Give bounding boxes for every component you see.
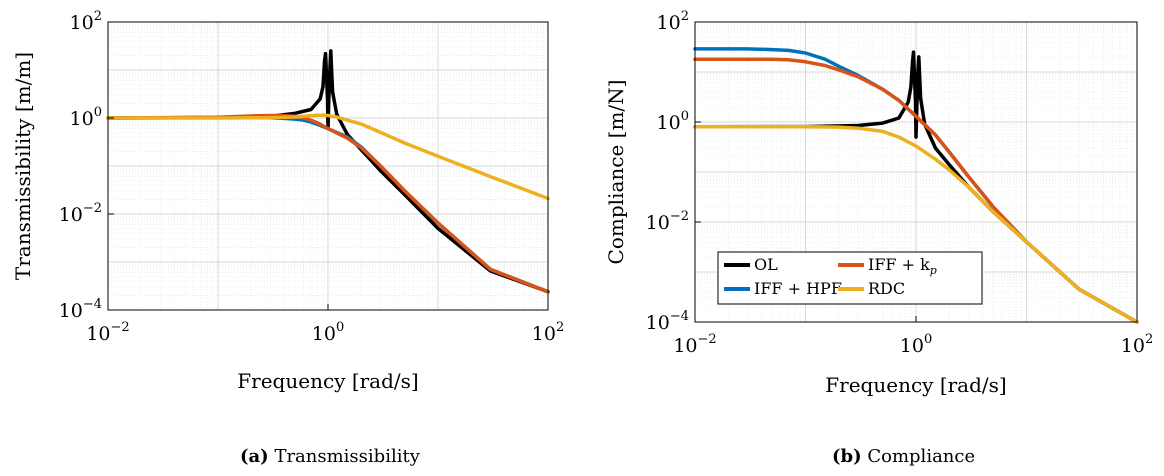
caption-b: (b) Compliance: [832, 446, 975, 467]
transmissibility-ytick-label: 10−2: [59, 201, 102, 226]
transmissibility-ylabel: Transmissibility [m/m]: [11, 52, 35, 280]
legend-label-iff-kp-main: IFF + k: [868, 255, 930, 274]
transmissibility-ytick-label: 10−4: [59, 297, 102, 322]
transmissibility-series-ol: [106, 49, 550, 294]
compliance-xtick-label: 100: [900, 332, 932, 357]
compliance-xtick-label: 10−2: [673, 332, 716, 357]
caption-b-tag: (b): [832, 446, 862, 467]
transmissibility-series-rdc: [106, 113, 550, 201]
caption-a-text: Transmissibility: [274, 446, 420, 467]
compliance-ylabel: Compliance [m/N]: [604, 80, 628, 265]
legend-label-iff-kp: IFF + kp: [868, 255, 937, 277]
legend: OL IFF + kp IFF + HPF RDC: [717, 251, 983, 305]
legend-label-iff-hpf: IFF + HPF: [754, 279, 842, 298]
compliance-ytick-label: 10−2: [646, 209, 689, 234]
legend-label-iff-kp-sub: p: [930, 264, 937, 277]
transmissibility-ytick-label: 102: [70, 9, 102, 34]
transmissibility-xtick-label: 100: [312, 320, 344, 345]
compliance-ytick-label: 102: [657, 9, 689, 34]
compliance-ytick-label: 100: [657, 109, 689, 134]
caption-a: (a) Transmissibility: [240, 446, 420, 467]
caption-a-tag: (a): [240, 446, 269, 467]
transmissibility-xtick-label: 10−2: [86, 320, 129, 345]
legend-label-ol: OL: [754, 255, 778, 274]
compliance-xtick-label: 102: [1121, 332, 1153, 357]
transmissibility-grid: [107, 22, 548, 311]
transmissibility-ytick-label: 100: [70, 105, 102, 130]
caption-b-text: Compliance: [867, 446, 976, 467]
compliance-series-iff-k-p: [693, 57, 1139, 324]
legend-box: [717, 251, 983, 305]
transmissibility-xlabel: Frequency [rad/s]: [237, 369, 418, 393]
compliance-ytick-label: 10−4: [646, 309, 689, 334]
compliance-series: [693, 47, 1139, 324]
legend-label-rdc: RDC: [868, 279, 905, 298]
transmissibility-series-iff-k-p: [106, 113, 550, 294]
transmissibility-series: [106, 49, 550, 294]
compliance-series-rdc: [693, 125, 1139, 324]
compliance-xlabel: Frequency [rad/s]: [825, 373, 1006, 397]
transmissibility-xtick-label: 102: [532, 320, 564, 345]
